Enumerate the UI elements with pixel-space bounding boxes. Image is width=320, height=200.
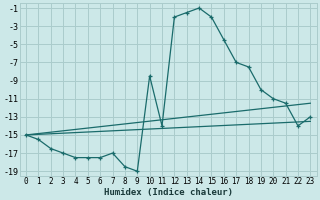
X-axis label: Humidex (Indice chaleur): Humidex (Indice chaleur) [104,188,233,197]
